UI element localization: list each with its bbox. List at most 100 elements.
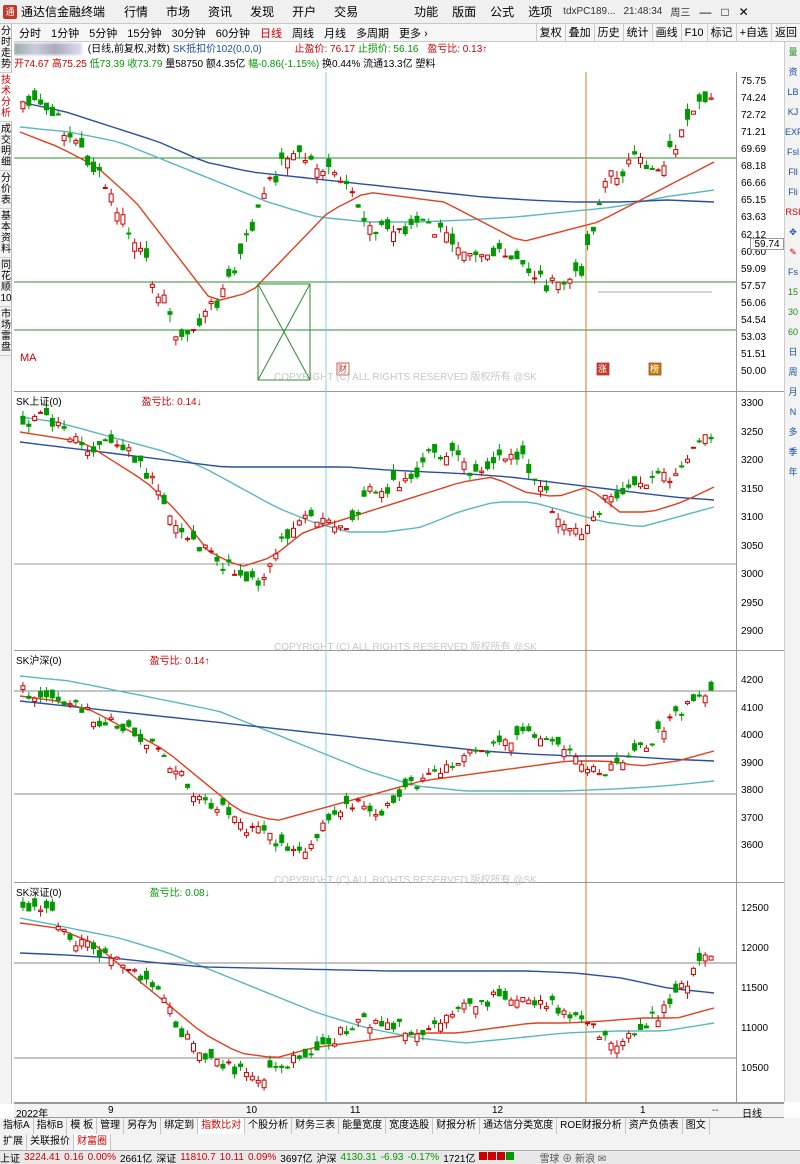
right-tab[interactable]: 日 [788,347,798,357]
period-tab[interactable]: 60分钟 [215,27,250,40]
right-tab[interactable]: Fll [788,167,798,177]
candlestick [479,470,485,474]
right-tab[interactable]: RSI [785,207,800,217]
overlay-button[interactable]: 叠加 [564,24,594,41]
left-tab-price-table[interactable]: 分价表 [0,171,12,209]
right-tab[interactable]: 年 [788,467,798,477]
period-tab[interactable]: 5分钟 [89,27,118,40]
main-kline-pane[interactable]: 财 涨 榜 MA COPYRIGHT (C) ALL RIGHTS RESERVED… [14,72,784,392]
right-tab[interactable]: 多 [788,427,798,437]
adjust-button[interactable]: 复权 [535,24,565,41]
left-tab-ticks[interactable]: 成交明细 [0,122,12,171]
history-button[interactable]: 历史 [593,24,623,41]
bottom-tab[interactable]: 宽度选股 [386,1118,434,1134]
hs-index-pane[interactable]: SK沪深(0) 盈亏比: 0.14↑ COPYRIGHT (C) ALL RIGH… [14,651,784,886]
minimize-button[interactable]: — [699,4,712,19]
period-tab[interactable]: 分时 [19,27,41,40]
bottom-tab[interactable]: 能量宽度 [339,1118,387,1134]
period-tab[interactable]: 30分钟 [171,27,206,40]
candlestick [585,768,591,774]
mark-button[interactable]: 标记 [706,24,736,41]
right-tab[interactable]: Fs [788,267,798,277]
bottom-tab[interactable]: 绑定到 [161,1118,199,1134]
right-tab[interactable]: ✎ [789,247,797,257]
menu-discover[interactable]: 发现 [250,5,275,19]
right-tab[interactable]: ✥ [789,227,797,237]
event-marker-box [596,362,610,376]
menu-options[interactable]: 选项 [528,5,553,19]
bottom-tab[interactable]: 模 板 [67,1118,98,1134]
candlestick [338,811,344,818]
bottom-tab[interactable]: 图文 [683,1118,710,1134]
bottom-tab[interactable]: 个股分析 [245,1118,293,1134]
bottom-tab-row-2: 扩展 关联报价 财富圈 [0,1134,800,1150]
candlestick [679,983,685,989]
right-tab[interactable]: 15 [787,287,798,297]
bottom-tab[interactable]: 指数比对 [198,1118,246,1134]
bottom-tab[interactable]: ROE财报分析 [557,1118,626,1134]
right-tab[interactable]: 60 [787,327,798,337]
add-watchlist-button[interactable]: +自选 [735,24,771,41]
left-tab-radar[interactable]: 市场雷盘 [0,307,12,356]
menu-market[interactable]: 市场 [166,5,191,19]
candlestick [608,763,614,771]
bottom-tab[interactable]: 财务三表 [292,1118,340,1134]
left-tab-profile[interactable]: 基本资料 [0,209,12,258]
stats-button[interactable]: 统计 [622,24,652,41]
bottom-tab[interactable]: 指标A [0,1118,34,1134]
period-tab-daily[interactable]: 日线 [260,27,282,40]
back-button[interactable]: 返回 [771,24,800,41]
menu-quotes[interactable]: 行情 [124,5,149,19]
bottom-tab-related[interactable]: 关联报价 [27,1134,74,1150]
draw-button[interactable]: 画线 [651,24,681,41]
right-tab[interactable]: Fli [788,187,798,197]
right-tab[interactable]: LB [787,87,799,97]
bottom-tab-extend[interactable]: 扩展 [0,1134,27,1150]
f10-button[interactable]: F10 [680,24,707,41]
menu-formula[interactable]: 公式 [490,5,515,19]
period-tab[interactable]: 月线 [324,27,346,40]
sz-index-pane[interactable]: SK深证(0) 盈亏比: 0.08↓ 12500 12000 11500 11000 10… [14,883,784,1103]
candlestick [667,480,673,484]
right-tab[interactable]: 30 [787,307,798,317]
bottom-tab[interactable]: 通达信分类宽度 [480,1118,558,1134]
right-tab[interactable]: EXPM [785,127,800,137]
close-button[interactable]: ✕ [738,4,749,19]
menu-news[interactable]: 资讯 [208,5,233,19]
candlestick [326,1037,332,1045]
menu-open-account[interactable]: 开户 [292,5,317,19]
candlestick [590,766,596,772]
period-tab[interactable]: 多周期 [356,27,389,40]
candlestick [43,407,49,416]
period-tab-more[interactable]: 更多 › [399,27,428,40]
left-tab-technical[interactable]: 技术分析 [0,73,12,122]
right-tab[interactable]: N [789,407,797,417]
right-tab[interactable]: 季 [788,447,798,457]
right-tab[interactable]: 周 [788,367,798,377]
sh-index-pane[interactable]: SK上证(0) 盈亏比: 0.14↓ COPYRIGHT (C) ALL RIGH… [14,392,784,653]
volume: 量58750 [165,59,204,70]
candlestick [373,231,379,235]
menu-layout[interactable]: 版面 [452,5,477,19]
candlestick [479,254,485,258]
right-tab[interactable]: 量 [788,47,798,57]
menu-trade[interactable]: 交易 [334,5,359,19]
right-tab[interactable]: 月 [788,387,798,397]
bottom-tab[interactable]: 管理 [97,1118,125,1134]
bottom-tab[interactable]: 指标B [34,1118,68,1134]
right-tab[interactable]: KJ [787,107,799,117]
left-tab-intraday[interactable]: 分时走势 [0,24,12,73]
bottom-tab[interactable]: 资产负债表 [626,1118,683,1134]
bottom-tab[interactable]: 财报分析 [433,1118,481,1134]
right-tab[interactable]: Fsl [787,147,799,157]
bottom-tab-wealth[interactable]: 财富圈 [74,1134,111,1150]
period-tab[interactable]: 1分钟 [51,27,80,40]
right-tab[interactable]: 资 [788,67,798,77]
candlestick [55,113,61,116]
maximize-button[interactable]: □ [721,4,729,19]
left-tab-ths[interactable]: 同花顺10 [0,258,12,307]
period-tab[interactable]: 15分钟 [127,27,162,40]
menu-function[interactable]: 功能 [414,5,439,19]
period-tab[interactable]: 周线 [292,27,314,40]
bottom-tab[interactable]: 另存为 [124,1118,162,1134]
